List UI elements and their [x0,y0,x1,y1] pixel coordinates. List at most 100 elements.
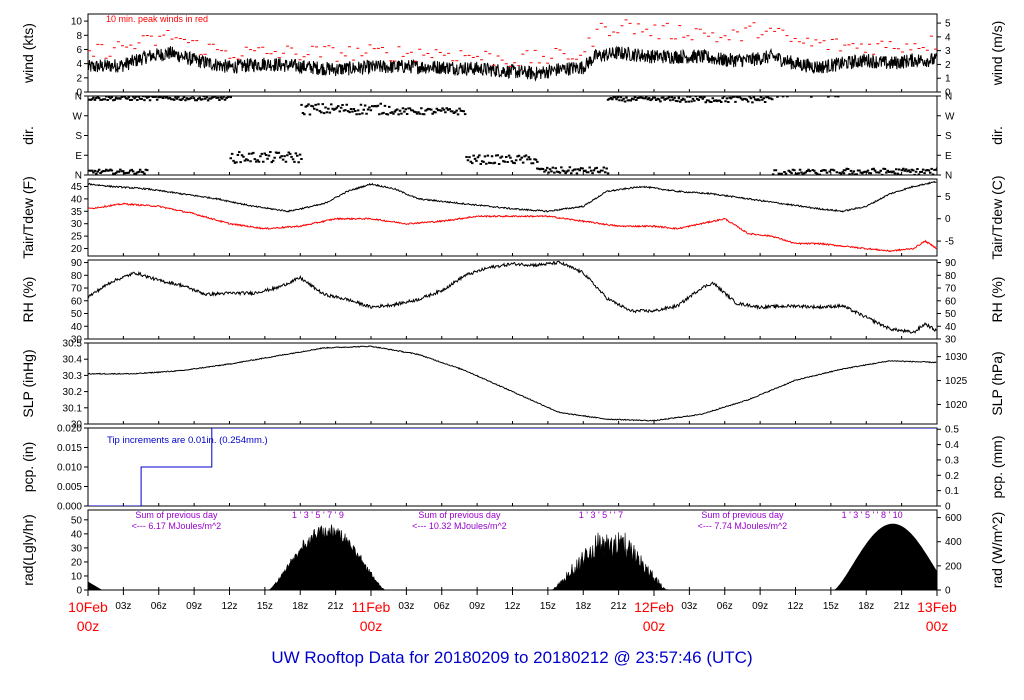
slp-left-tick-label: 30.2 [63,387,83,398]
rh-right-tick-label: 70 [945,284,957,295]
rh-right-tick-label: 90 [945,258,957,269]
x-axis-tick-label: 21z [611,601,627,612]
rad-hour-marks: 1 ' 3 ' 5 ' ' 7 [579,510,623,520]
rad-left-tick-label: 10 [71,571,83,582]
wind-left-tick-label: 4 [76,59,82,70]
x-axis-tick-label: 18z [575,601,591,612]
x-axis-tick-label: 18z [858,601,874,612]
slp-right-tick-label: 1025 [945,376,968,387]
rad-day-0 [268,524,386,590]
slp-series-0 [88,345,937,423]
x-axis-tick-label: 21z [894,601,910,612]
pcp-left-tick-label: 0.010 [57,463,82,474]
rad-ylabel-right: rad (W/m^2) [989,512,1005,589]
rad-ylabel-left: rad(Lgly/hr) [20,514,36,586]
page-title: UW Rooftop Data for 20180209 to 20180212… [271,648,753,667]
rad-left-tick-label: 20 [71,557,83,568]
pcp-annotation: Tip increments are 0.01in. (0.254mm.) [107,435,268,446]
pcp-right-tick-label: 0.2 [945,471,959,482]
dir-left-tick-label: E [75,151,82,162]
temp-right-tick-label: 5 [945,192,951,203]
slp-right-tick-label: 1020 [945,400,968,411]
wind-right-tick-label: 2 [945,60,951,71]
wind-ylabel-right: wind (m/s) [989,21,1005,87]
rad-day-sum-value: <--- 10.32 MJoules/m^2 [412,521,507,531]
slp-panel-frame [87,342,938,425]
temp-left-tick-label: 25 [71,232,83,243]
pcp-right-tick-label: 0 [945,502,951,513]
rh-plot-area [88,260,937,334]
x-axis-day-date: 12Feb [634,599,674,615]
slp-left-tick-label: 30 [71,420,83,431]
slp-left-tick-label: 30.1 [63,403,83,414]
x-axis-day-date: 13Feb [917,599,957,615]
x-axis-tick-label: 06z [717,601,733,612]
x-axis-tick-label: 03z [115,601,131,612]
rh-left-tick-label: 50 [71,309,83,320]
rad-day-sum-title: Sum of previous day [135,510,218,520]
rad-day-sum-value: <--- 6.17 MJoules/m^2 [132,521,222,531]
rh-right-tick-label: 50 [945,309,957,320]
rad-day-2 [834,523,937,590]
x-axis-tick-label: 03z [681,601,697,612]
rad-left-tick-label: 30 [71,543,83,554]
dir-right-tick-label: S [945,131,952,142]
temp-right-tick-label: 0 [945,214,951,225]
wind-left-tick-label: 6 [76,45,82,56]
wind-annotation: 10 min. peak winds in red [106,14,208,24]
slp-plot-area [88,345,937,423]
temp-series-tdew [88,202,937,253]
x-axis-tick-label: 09z [186,601,202,612]
dir-ylabel-left: dir. [20,126,36,145]
x-axis-tick-label: 12z [787,601,803,612]
x-axis-tick-label: 12z [221,601,237,612]
wind-right-tick-label: 1 [945,74,951,85]
dir-left-tick-label: N [75,171,82,182]
x-axis-tick-label: 06z [151,601,167,612]
wind-ylabel-left: wind (kts) [20,23,36,84]
rad-plot-area [88,523,937,590]
dir-left-tick-label: S [75,131,82,142]
x-axis-day-time: 00z [360,618,383,634]
rad-day-1 [551,532,669,590]
wind-right-tick-label: 4 [945,32,951,43]
wind-left-tick-label: 0 [76,88,82,99]
slp-ylabel-left: SLP (inHg) [20,349,36,417]
wind-right-tick-label: 0 [945,88,951,99]
rh-left-tick-label: 40 [71,322,83,333]
slp-left-tick-label: 30.3 [63,371,83,382]
temp-left-tick-label: 20 [71,244,83,255]
rad-right-tick-label: 200 [945,561,962,572]
temp-ylabel-right: Tair/Tdew (C) [989,175,1005,259]
temp-ylabel-left: Tair/Tdew (F) [20,176,36,258]
rh-right-tick-label: 80 [945,271,957,282]
pcp-series-0 [88,428,937,506]
rad-hour-marks: 1 ' 3 ' 5 ' 7 ' 9 [292,510,344,520]
pcp-right-tick-label: 0.5 [945,425,959,436]
pcp-left-tick-label: 0.000 [57,502,82,513]
x-axis-day-time: 00z [643,618,666,634]
slp-ylabel-right: SLP (hPa) [989,351,1005,415]
rad-left-tick-label: 0 [76,586,82,597]
temp-left-tick-label: 30 [71,219,83,230]
pcp-ylabel-right: pcp. (mm) [989,436,1005,499]
temp-right-tick-label: -5 [945,237,954,248]
pcp-right-tick-label: 0.4 [945,440,959,451]
x-axis-tick-label: 15z [257,601,273,612]
x-axis-tick-label: 09z [469,601,485,612]
rh-right-tick-label: 60 [945,296,957,307]
pcp-plot-area [88,428,937,506]
rh-left-tick-label: 70 [71,284,83,295]
rad-right-tick-label: 400 [945,537,962,548]
pcp-left-tick-label: 0.020 [57,424,82,435]
x-axis-day-date: 10Feb [68,599,108,615]
rh-right-tick-label: 40 [945,322,957,333]
wind-right-tick-label: 3 [945,46,951,57]
rh-panel-frame [87,259,938,340]
dir-right-tick-label: W [945,111,955,122]
dir-ylabel-right: dir. [989,126,1005,145]
rh-right-tick-label: 30 [945,335,957,346]
rad-prev-tail [88,581,103,590]
wind-left-tick-label: 10 [71,17,83,28]
